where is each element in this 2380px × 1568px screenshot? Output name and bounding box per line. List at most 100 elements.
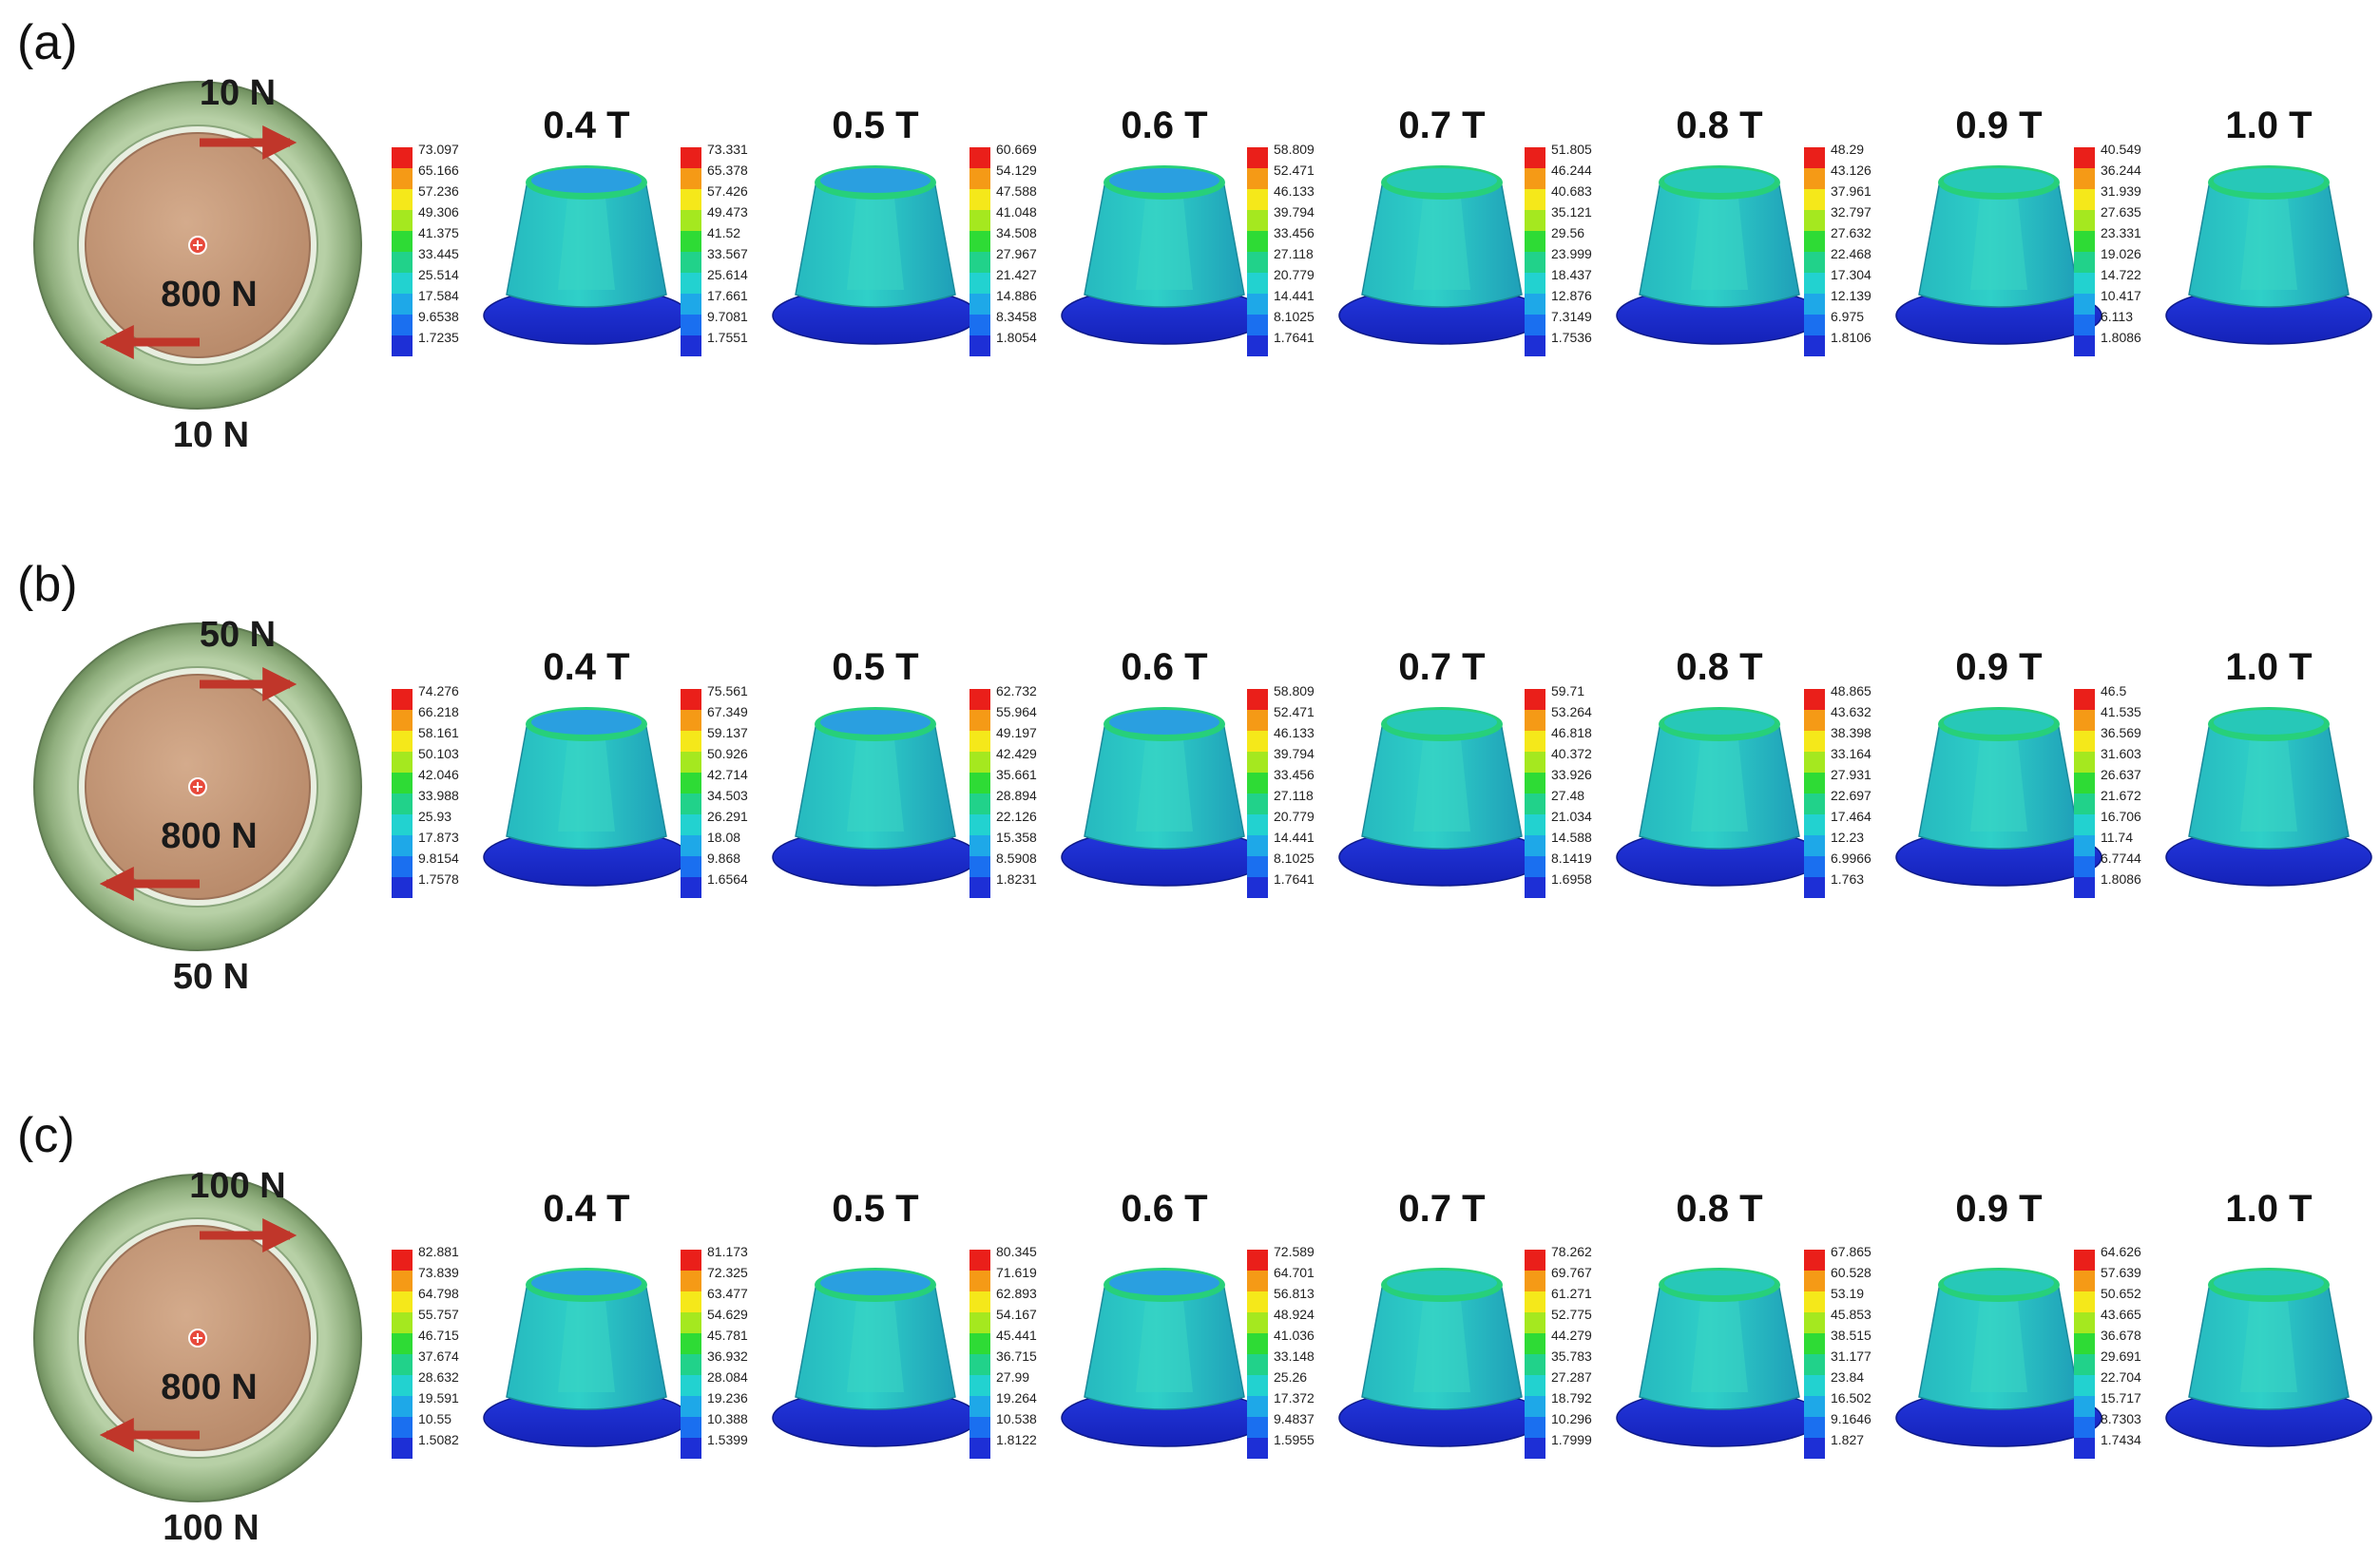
cone-face-highlight — [1413, 198, 1470, 290]
legend-value: 9.7081 — [707, 309, 748, 324]
legend-value: 36.244 — [2101, 163, 2141, 178]
legend-value: 75.561 — [707, 683, 748, 698]
legend-swatch — [392, 1250, 413, 1271]
legend-swatch — [392, 315, 413, 335]
legend-swatch — [1525, 752, 1545, 773]
legend-value: 6.7744 — [2101, 851, 2141, 866]
legend-swatch — [1247, 1417, 1268, 1438]
legend-value: 66.218 — [418, 704, 459, 719]
legend-swatch — [2074, 1417, 2095, 1438]
legend-swatch — [969, 710, 990, 731]
legend-swatch — [969, 1333, 990, 1354]
legend-swatch — [969, 1417, 990, 1438]
legend-swatch — [2074, 731, 2095, 752]
force-label-radial: 800 N — [161, 275, 257, 315]
legend-value: 49.306 — [418, 204, 459, 220]
legend-value: 81.173 — [707, 1244, 748, 1259]
legend-value: 58.161 — [418, 725, 459, 740]
legend-swatch — [1804, 147, 1825, 168]
legend-value: 67.865 — [1831, 1244, 1871, 1259]
legend-swatch — [2074, 835, 2095, 856]
legend-swatch — [1804, 752, 1825, 773]
legend-value: 15.717 — [2101, 1390, 2141, 1405]
legend-swatch — [1804, 335, 1825, 356]
legend-swatch — [1247, 1250, 1268, 1271]
legend-value: 27.635 — [2101, 204, 2141, 220]
legend-swatch — [681, 835, 701, 856]
legend-value: 1.827 — [1831, 1432, 1864, 1447]
cone-top-face — [531, 1271, 642, 1295]
legend-value: 6.9966 — [1831, 851, 1871, 866]
legend-value: 18.08 — [707, 830, 740, 845]
load-diagram: 50 N 800 N 50 N — [33, 615, 362, 997]
legend-swatch — [1247, 1291, 1268, 1312]
legend-value: 17.661 — [707, 288, 748, 303]
legend-swatch — [392, 294, 413, 315]
cone-face-highlight — [2240, 1300, 2297, 1392]
legend-swatch — [681, 1291, 701, 1312]
legend-value: 38.515 — [1831, 1328, 1871, 1343]
legend-value: 35.661 — [996, 767, 1037, 782]
legend-value: 1.8054 — [996, 330, 1037, 345]
legend-swatch — [1525, 294, 1545, 315]
legend-value: 29.691 — [2101, 1348, 2141, 1364]
stress-case: 0.6 T 60.669 54.129 47.588 41.048 34.508 27.96… — [969, 105, 1268, 356]
legend-value: 14.441 — [1274, 288, 1315, 303]
legend-swatch — [1804, 210, 1825, 231]
cone-top-face — [2214, 1271, 2324, 1295]
legend-value: 7.3149 — [1551, 309, 1592, 324]
legend-value: 51.805 — [1551, 142, 1592, 157]
legend-swatch — [681, 1375, 701, 1396]
legend-swatch — [1247, 168, 1268, 189]
legend-value: 38.398 — [1831, 725, 1871, 740]
legend-value: 64.626 — [2101, 1244, 2141, 1259]
legend-swatch — [2074, 1396, 2095, 1417]
legend-swatch — [1247, 1375, 1268, 1396]
case-title: 0.9 T — [1955, 1188, 2042, 1230]
legend-swatch — [1525, 1354, 1545, 1375]
stress-case: 0.6 T 62.732 55.964 49.197 42.429 35.661 28.89… — [969, 646, 1268, 898]
legend-value: 42.046 — [418, 767, 459, 782]
legend-swatch — [1525, 147, 1545, 168]
legend-swatch — [1804, 814, 1825, 835]
legend-value: 10.417 — [2101, 288, 2141, 303]
stress-case: 0.4 T 73.097 65.166 57.236 49.306 41.375 33.44… — [392, 105, 690, 356]
legend-value: 41.52 — [707, 225, 740, 240]
legend-swatch — [2074, 147, 2095, 168]
stress-case: 0.8 T 78.262 69.767 61.271 52.775 44.279 35.78… — [1525, 1188, 1823, 1459]
legend-value: 1.7536 — [1551, 330, 1592, 345]
legend-value: 69.767 — [1551, 1265, 1592, 1280]
legend-value: 73.331 — [707, 142, 748, 157]
legend-value: 1.7551 — [707, 330, 748, 345]
legend-swatch — [681, 231, 701, 252]
stress-case: 0.7 T 72.589 64.701 56.813 48.924 41.036 33.14… — [1247, 1188, 1545, 1459]
force-label-bottom: 100 N — [163, 1508, 259, 1548]
legend-value: 48.924 — [1274, 1307, 1315, 1322]
legend-value: 21.427 — [996, 267, 1037, 282]
legend-value: 43.126 — [1831, 163, 1871, 178]
legend-swatch — [1804, 294, 1825, 315]
panel-a: (a) 10 N 800 N 10 N 0.4 T 73.097 65.166 57.236 4… — [17, 15, 2372, 455]
legend-swatch — [1525, 1312, 1545, 1333]
legend-value: 22.126 — [996, 809, 1037, 824]
legend-value: 32.797 — [1831, 204, 1871, 220]
legend-value: 48.29 — [1831, 142, 1864, 157]
legend-value: 45.441 — [996, 1328, 1037, 1343]
legend-value: 1.7641 — [1274, 871, 1315, 887]
legend-value: 65.166 — [418, 163, 459, 178]
legend-value: 1.8086 — [2101, 330, 2141, 345]
legend-value: 10.538 — [996, 1411, 1037, 1426]
legend-swatch — [1247, 773, 1268, 794]
legend-value: 19.264 — [996, 1390, 1037, 1405]
legend-value: 42.429 — [996, 746, 1037, 761]
legend-value: 55.757 — [418, 1307, 459, 1322]
case-title: 0.8 T — [1676, 646, 1762, 688]
legend-value: 41.375 — [418, 225, 459, 240]
legend-value: 17.584 — [418, 288, 459, 303]
legend-swatch — [1525, 335, 1545, 356]
cone-top-face — [531, 168, 642, 193]
legend-swatch — [681, 814, 701, 835]
legend-value: 35.783 — [1551, 1348, 1592, 1364]
legend-value: 82.881 — [418, 1244, 459, 1259]
